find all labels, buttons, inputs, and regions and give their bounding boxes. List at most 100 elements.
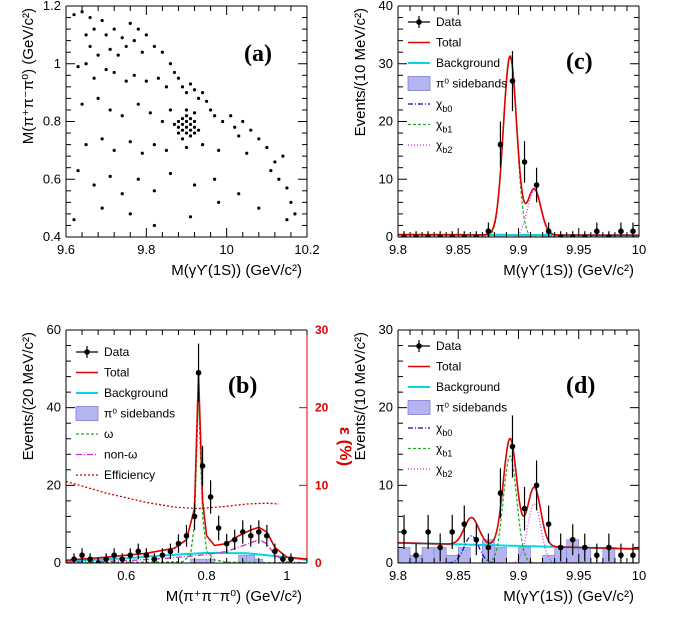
data-marker xyxy=(151,556,158,562)
scatter-point xyxy=(188,117,193,121)
data-point xyxy=(195,343,202,402)
scatter-point xyxy=(96,53,100,57)
data-marker xyxy=(521,159,528,165)
scatter-point xyxy=(233,125,237,129)
legend-item-omega: ω xyxy=(76,427,113,441)
scatter-point xyxy=(136,102,140,106)
scatter-point xyxy=(245,151,249,155)
data-marker xyxy=(231,536,238,543)
scatter-point xyxy=(104,33,108,37)
data-marker xyxy=(485,544,492,551)
scatter-point xyxy=(180,128,185,132)
legend-item-background: Background xyxy=(408,56,500,70)
legend-label: non-ω xyxy=(104,448,137,462)
data-marker xyxy=(545,228,552,235)
data-point xyxy=(401,231,407,237)
legend-item-chib1: χb1 xyxy=(408,118,452,135)
scatter-point xyxy=(160,50,164,54)
data-marker xyxy=(569,234,576,237)
data-marker xyxy=(71,556,77,562)
data-point xyxy=(509,415,516,478)
right-tick-label: 30 xyxy=(315,323,329,337)
legend-item-efficiency: Efficiency xyxy=(76,468,155,482)
y-axis-label: Events/(20 MeV/c²) xyxy=(20,332,37,460)
x-tick-label: 10 xyxy=(632,568,646,583)
legend-label: Background xyxy=(436,56,500,70)
x-axis-label: M(γϒ(1S)) (GeV/c²) xyxy=(503,588,634,605)
data-marker xyxy=(630,552,636,559)
data-marker xyxy=(581,544,588,551)
legend-item-chib2: χb2 xyxy=(408,462,452,479)
data-point xyxy=(557,533,564,562)
x-tick-label: 9.8 xyxy=(137,242,155,257)
x-axis-label: M(π⁺π⁻π⁰) (GeV/c²) xyxy=(166,588,302,605)
scatter-point xyxy=(188,128,193,132)
scatter-point xyxy=(128,212,132,216)
legend-label-sub: b1 xyxy=(442,125,452,135)
legend-item-total: Total xyxy=(76,366,129,380)
y-tick-label: 0.8 xyxy=(43,114,61,129)
data-marker xyxy=(247,533,254,539)
legend-label-main: χ xyxy=(436,118,443,132)
data-point xyxy=(413,231,419,237)
data-marker xyxy=(473,234,480,237)
data-point xyxy=(545,505,552,543)
legend-item-background: Background xyxy=(408,380,500,394)
data-marker xyxy=(167,548,174,555)
scatter-point xyxy=(293,212,297,216)
scatter-point xyxy=(140,50,144,54)
x-tick-label: 9.8 xyxy=(389,568,407,583)
scatter-point xyxy=(152,143,156,147)
scatter-point xyxy=(273,160,277,164)
x-tick-label: 10.2 xyxy=(294,242,319,257)
scatter-point xyxy=(100,137,104,141)
data-marker xyxy=(223,540,230,547)
scatter-point xyxy=(209,108,213,112)
legend-label: Total xyxy=(104,366,129,380)
data-point xyxy=(437,533,443,562)
legend-label: Background xyxy=(436,380,500,394)
data-marker xyxy=(533,482,540,489)
data-point xyxy=(509,51,516,112)
data-marker xyxy=(191,513,198,520)
scatter-point xyxy=(180,85,185,89)
data-point xyxy=(618,222,624,237)
legend-label-main: Background xyxy=(436,380,500,394)
data-point xyxy=(119,553,126,563)
scatter-point xyxy=(160,119,164,124)
y-tick-label: 20 xyxy=(379,400,393,415)
scatter-point xyxy=(184,108,189,112)
data-point xyxy=(473,231,480,237)
scatter-point xyxy=(192,111,197,115)
y-tick-label: 0.6 xyxy=(43,171,61,186)
scatter-point xyxy=(116,53,120,57)
scatter-point xyxy=(144,79,148,83)
scatter-point xyxy=(72,13,76,17)
legend-swatch-marker xyxy=(416,343,422,349)
scatter-point xyxy=(285,218,289,222)
scatter-point xyxy=(92,183,96,187)
scatter-point xyxy=(144,33,148,37)
x-axis-label: M(γϒ(1S)) (GeV/c²) xyxy=(503,262,634,279)
legend-swatch xyxy=(75,406,99,421)
data-point xyxy=(207,480,214,514)
scatter-point xyxy=(265,145,269,150)
axes: 9.8 9.85 9.9 9.95 10 0 10 20 30 xyxy=(379,322,647,583)
data-point xyxy=(461,505,468,543)
data-point xyxy=(280,553,286,563)
data-marker xyxy=(425,234,431,237)
legend-item-data: Data xyxy=(76,345,130,359)
sideband-bin xyxy=(457,547,471,563)
data-marker xyxy=(79,552,85,559)
data-marker xyxy=(264,533,270,539)
legend-label: Efficiency xyxy=(104,468,155,482)
axes: 9.8 9.85 9.9 9.95 10 0 10 20 30 40 xyxy=(379,0,647,257)
data-point xyxy=(215,515,222,541)
data-marker xyxy=(606,234,612,237)
legend-item-sideband: π⁰ sidebands xyxy=(407,400,507,415)
x-tick-label: 9.9 xyxy=(509,242,527,257)
data-marker xyxy=(413,552,419,559)
legend-label-sub: b2 xyxy=(442,145,452,155)
